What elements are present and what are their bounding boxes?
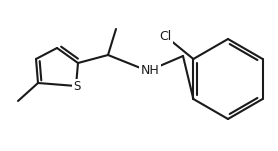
Text: NH: NH <box>141 64 159 77</box>
Text: S: S <box>73 80 81 93</box>
Text: Cl: Cl <box>159 29 172 42</box>
